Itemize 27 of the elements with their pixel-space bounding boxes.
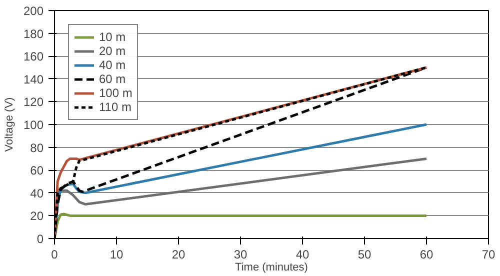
y-tick-label: 100 xyxy=(23,118,44,132)
y-axis-title: Voltage (V) xyxy=(3,97,16,152)
x-tick-label: 30 xyxy=(234,248,248,262)
x-tick-label: 20 xyxy=(172,248,186,262)
y-tick-label: 180 xyxy=(23,26,44,41)
x-tick-label: 40 xyxy=(296,248,310,262)
legend-label: 10 m xyxy=(99,30,126,44)
x-tick-label: 10 xyxy=(110,248,124,262)
y-tick-label: 40 xyxy=(30,186,44,200)
x-tick-label: 0 xyxy=(51,248,58,262)
y-tick-label: 20 xyxy=(30,209,44,224)
y-tick-label: 120 xyxy=(23,95,44,110)
y-tick-label: 0 xyxy=(36,232,44,246)
y-tick-label: 140 xyxy=(23,72,44,86)
y-tick-label: 200 xyxy=(23,4,44,18)
x-tick-label: 60 xyxy=(420,248,434,262)
legend-label: 100 m xyxy=(99,86,132,100)
legend-label: 20 m xyxy=(99,44,126,58)
y-tick-label: 160 xyxy=(23,50,44,64)
y-tick-label: 60 xyxy=(30,164,44,178)
y-tick-label: 80 xyxy=(30,140,44,155)
legend-label: 60 m xyxy=(99,72,126,86)
x-axis-title: Time (minutes) xyxy=(235,262,308,274)
x-tick-label: 50 xyxy=(358,248,372,262)
legend-label: 110 m xyxy=(99,100,132,114)
x-tick-label: 70 xyxy=(482,248,496,262)
legend-label: 40 m xyxy=(99,58,126,72)
